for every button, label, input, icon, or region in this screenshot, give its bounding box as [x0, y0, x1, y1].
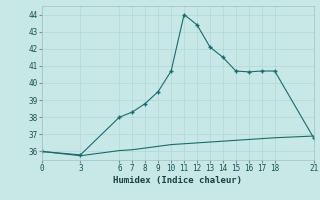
X-axis label: Humidex (Indice chaleur): Humidex (Indice chaleur) — [113, 176, 242, 185]
